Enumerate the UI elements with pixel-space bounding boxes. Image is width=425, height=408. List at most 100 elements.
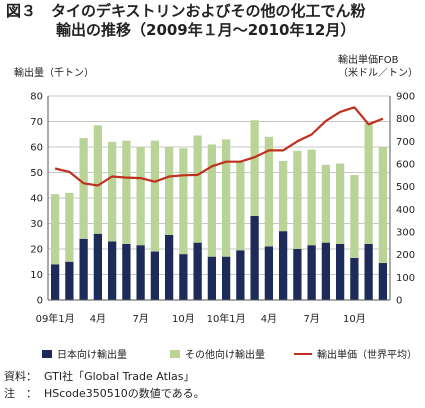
bar-japan — [278, 231, 288, 300]
chart-title-line2: 輸出の推移（2009年１月～2010年12月） — [56, 21, 356, 39]
y2-tick-label: 800 — [396, 114, 415, 125]
x-tick-label: 10月 — [343, 313, 366, 325]
bar-japan — [321, 242, 331, 300]
bar-japan — [250, 215, 259, 300]
notes: 資料： GTI社「Global Trade Atlas」 注 ： HScode350… — [4, 368, 205, 402]
bar-japan — [378, 263, 388, 300]
bar-other — [193, 135, 202, 243]
bar-japan — [193, 242, 202, 300]
bar-japan — [221, 256, 231, 300]
y2-tick-label: 0 — [396, 296, 402, 307]
y2-tick-label: 400 — [396, 205, 415, 216]
bar-japan — [364, 243, 373, 300]
x-tick-label: 10年1月 — [207, 312, 246, 325]
price-line — [54, 106, 384, 187]
bar-other — [293, 150, 302, 249]
legend-swatch-japan — [42, 349, 52, 358]
bar-japan — [307, 245, 316, 300]
x-tick-label: 7月 — [132, 313, 148, 325]
legend-label-japan: 日本向け輸出量 — [57, 350, 127, 361]
y2-tick-label: 300 — [396, 228, 415, 239]
legend-item-price: 輸出単価（世界平均） — [294, 346, 417, 361]
bar-other — [79, 138, 88, 239]
chart-title: 図３ タイのデキストリンおよびその他の化工でん粉 輸出の推移（2009年１月～2… — [6, 2, 366, 40]
y2-tick-label: 700 — [396, 137, 415, 148]
bar-other — [335, 163, 345, 244]
bar-other — [264, 136, 274, 247]
x-tick-label: 4月 — [261, 313, 277, 325]
x-tick-label: 10月 — [172, 313, 195, 325]
legend-swatch-price — [294, 352, 312, 355]
bar-japan — [335, 243, 345, 300]
note-remark-text: HScode350510の数値である。 — [44, 387, 205, 400]
y-tick-label: 30 — [30, 219, 43, 230]
bar-other — [107, 141, 117, 242]
bar-japan — [65, 261, 74, 300]
y-tick-label: 20 — [30, 245, 43, 256]
y-tick-label: 70 — [30, 117, 43, 128]
legend-item-other: その他向け輸出量 — [170, 346, 265, 361]
bar-other — [50, 194, 60, 265]
bar-other — [150, 140, 160, 252]
bar-japan — [179, 254, 188, 300]
bar-japan — [79, 238, 88, 300]
y-tick-label: 60 — [30, 143, 43, 154]
bar-japan — [350, 257, 359, 300]
bar-other — [164, 147, 174, 235]
y-tick-label: 50 — [30, 168, 43, 179]
bar-other — [207, 144, 217, 257]
bar-other — [136, 147, 145, 246]
bar-japan — [93, 233, 103, 300]
bar-other — [278, 161, 288, 232]
bar-japan — [164, 234, 174, 300]
bar-other — [93, 125, 103, 234]
note-source-text: GTI社「Global Trade Atlas」 — [44, 370, 195, 383]
bar-japan — [264, 246, 274, 300]
y2-axis-label-line1: 輸出単価FOB — [338, 55, 399, 66]
bar-other — [236, 162, 245, 251]
bar-other — [321, 164, 331, 243]
bar-japan — [150, 251, 160, 300]
y2-tick-label: 500 — [396, 182, 415, 193]
note-remark-label: 注 ： — [4, 387, 37, 400]
bar-other — [364, 122, 373, 244]
y2-tick-label: 200 — [396, 250, 415, 261]
bar-other — [250, 120, 259, 216]
bar-japan — [293, 249, 302, 300]
bar-japan — [50, 264, 60, 300]
bar-other — [65, 192, 74, 262]
x-tick-label: 7月 — [303, 313, 319, 325]
x-tick-label: 4月 — [90, 313, 106, 325]
bar-other — [179, 148, 188, 255]
y-tick-label: 80 — [30, 92, 43, 103]
y-tick-label: 40 — [30, 194, 43, 205]
legend-label-other: その他向け輸出量 — [185, 350, 265, 361]
y-axis-label: 輸出量（千トン） — [14, 68, 94, 79]
y-tick-label: 0 — [37, 296, 43, 307]
chart-plot: 0102030405060708001002003004005006007008… — [30, 92, 415, 326]
note-source: 資料： GTI社「Global Trade Atlas」 — [4, 368, 205, 385]
bar-japan — [236, 250, 245, 300]
chart-title-line1: 図３ タイのデキストリンおよびその他の化工でん粉 — [6, 2, 366, 20]
y2-tick-label: 600 — [396, 160, 415, 171]
y-tick-label: 10 — [30, 270, 43, 281]
bar-japan — [107, 241, 117, 300]
bar-other — [221, 139, 231, 257]
legend-item-japan: 日本向け輸出量 — [42, 346, 127, 361]
bar-japan — [136, 245, 145, 300]
y2-tick-label: 900 — [396, 92, 415, 103]
y2-axis-label-line2: （米ドル／トン） — [338, 68, 418, 79]
x-tick-label: 09年1月 — [36, 312, 75, 325]
legend-label-price: 輸出単価（世界平均） — [317, 350, 417, 361]
bar-other — [122, 140, 131, 244]
bar-japan — [207, 256, 217, 300]
bar-other — [378, 147, 388, 264]
y2-tick-label: 100 — [396, 273, 415, 284]
bar-other — [307, 149, 316, 246]
note-remark: 注 ： HScode350510の数値である。 — [4, 385, 205, 402]
bar-other — [350, 175, 359, 258]
legend-swatch-other — [170, 349, 180, 358]
note-source-label: 資料： — [4, 370, 37, 383]
bar-japan — [122, 243, 131, 300]
y2-axis-label: 輸出単価FOB （米ドル／トン） — [338, 54, 418, 80]
